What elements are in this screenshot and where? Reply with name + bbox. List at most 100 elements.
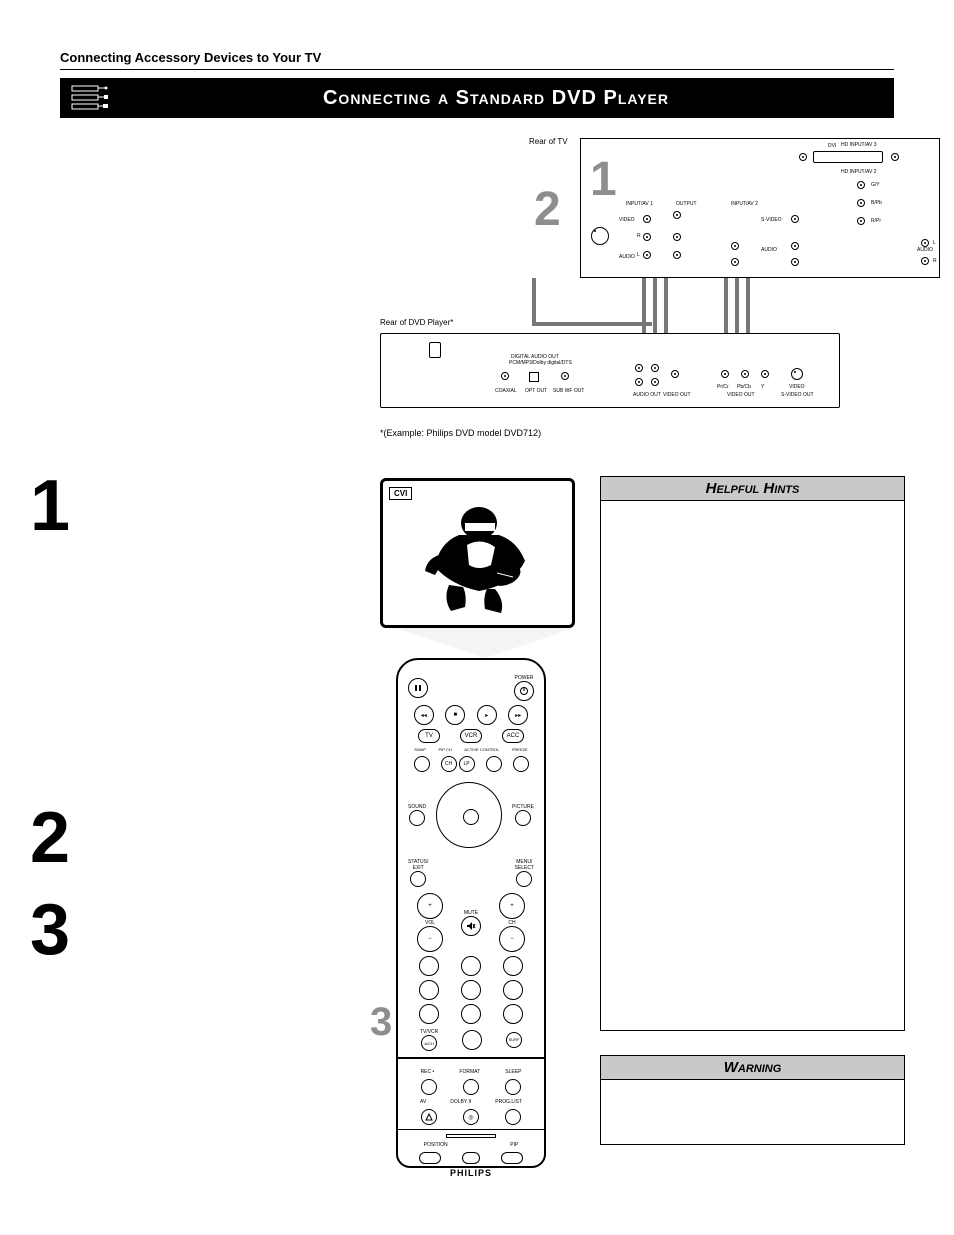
dvd-prcr bbox=[721, 370, 729, 378]
digit-9[interactable] bbox=[503, 1004, 523, 1024]
dolby-label: DOLBY II bbox=[450, 1099, 471, 1105]
dvd-aud-l1 bbox=[635, 364, 643, 372]
step-2-num: 2 bbox=[30, 802, 110, 874]
av1-out-r-jack bbox=[673, 233, 681, 241]
freeze-button[interactable] bbox=[513, 756, 529, 772]
av1-video-jack bbox=[643, 215, 651, 223]
dpad[interactable] bbox=[436, 782, 502, 848]
ch-up-button[interactable]: + bbox=[499, 893, 525, 919]
warning-header: Warning bbox=[601, 1056, 904, 1080]
power-button[interactable] bbox=[514, 681, 534, 701]
diagram-callout-1: 1 bbox=[590, 156, 617, 204]
position-button[interactable] bbox=[419, 1152, 441, 1164]
dvd-pbcb bbox=[741, 370, 749, 378]
dvi-jack-left bbox=[799, 153, 807, 161]
stop-button[interactable]: ■ bbox=[445, 705, 465, 725]
format-button[interactable] bbox=[463, 1079, 479, 1095]
av1-out-video-jack bbox=[673, 211, 681, 219]
av1-audio-r-jack bbox=[643, 233, 651, 241]
rec-button[interactable] bbox=[421, 1079, 437, 1095]
proglist-button[interactable] bbox=[505, 1109, 521, 1125]
av1-l: L bbox=[637, 252, 640, 258]
play-button[interactable]: ▸ bbox=[477, 705, 497, 725]
av2-v-jack bbox=[731, 258, 739, 266]
active-ctrl-button[interactable] bbox=[486, 756, 502, 772]
status-label: STATUS/ EXIT bbox=[408, 859, 428, 871]
connection-diagram: Rear of TV HD INPUT/AV 3 DVI HD INPUT/AV… bbox=[380, 138, 940, 468]
av1-out-l-jack bbox=[673, 251, 681, 259]
av2-l-jack bbox=[791, 258, 799, 266]
proglist-label: PROG.LIST bbox=[495, 1099, 522, 1105]
digit-6[interactable] bbox=[503, 980, 523, 1000]
aud-r: R bbox=[933, 258, 937, 264]
section-title: Connecting Accessory Devices to Your TV bbox=[60, 50, 321, 65]
sound-button[interactable] bbox=[409, 810, 425, 826]
dvd-vidout2: VIDEO OUT bbox=[727, 392, 755, 398]
dvd-aud-lbl: AUDIO OUT bbox=[633, 392, 661, 398]
dvd-aud-l2 bbox=[635, 378, 643, 386]
av2-u-jack bbox=[791, 242, 799, 250]
remote-control: POWER ◂◂ ■ ▸ ▸▸ TV VCR ACC SWAP PIP CH A… bbox=[396, 658, 546, 1168]
av1-video-label: VIDEO bbox=[619, 217, 635, 223]
digit-7[interactable] bbox=[419, 1004, 439, 1024]
subwf-lbl: SUB WF OUT bbox=[553, 388, 584, 394]
title-bar: Connecting a Standard DVD Player bbox=[60, 78, 894, 118]
remote-callout-3: 3 bbox=[370, 1000, 392, 1045]
picture-button[interactable] bbox=[515, 810, 531, 826]
vol-down-button[interactable]: − bbox=[417, 926, 443, 952]
surf-button[interactable]: SURF bbox=[506, 1032, 522, 1048]
pause-button[interactable] bbox=[408, 678, 428, 698]
dvi-label: DVI bbox=[828, 143, 836, 149]
tv-mode-button[interactable]: TV bbox=[418, 729, 440, 743]
svideo-jack bbox=[791, 215, 799, 223]
aud-l: L bbox=[933, 240, 936, 246]
digit-1[interactable] bbox=[419, 956, 439, 976]
dvd-panel-label: Rear of DVD Player* bbox=[380, 318, 453, 327]
freeze-label: FREEZE bbox=[512, 747, 528, 752]
dolby-button[interactable]: ◎ bbox=[463, 1109, 479, 1125]
swap-button[interactable] bbox=[414, 756, 430, 772]
rewind-button[interactable]: ◂◂ bbox=[414, 705, 434, 725]
digit-3[interactable] bbox=[503, 956, 523, 976]
digit-2[interactable] bbox=[461, 956, 481, 976]
tvvcr-button[interactable]: A/CH bbox=[421, 1035, 437, 1051]
pip-ch-button[interactable]: CH bbox=[441, 756, 457, 772]
hd-av2-label: HD INPUT/AV 2 bbox=[841, 169, 876, 175]
subwf-jack bbox=[561, 372, 569, 380]
bpb-label: B/Pb bbox=[871, 200, 882, 206]
center-button[interactable] bbox=[462, 1152, 480, 1164]
vcr-mode-button[interactable]: VCR bbox=[460, 729, 482, 743]
av-button[interactable] bbox=[421, 1109, 437, 1125]
pip-lp-button[interactable]: LP bbox=[459, 756, 475, 772]
status-button[interactable] bbox=[410, 871, 426, 887]
football-player-icon bbox=[409, 495, 559, 615]
digit-8[interactable] bbox=[461, 1004, 481, 1024]
pip-button[interactable] bbox=[501, 1152, 523, 1164]
sleep-button[interactable] bbox=[505, 1079, 521, 1095]
menu-button[interactable] bbox=[516, 871, 532, 887]
dvi-port bbox=[813, 151, 883, 163]
tv-panel-label: Rear of TV bbox=[529, 137, 568, 146]
av1-audio-label: AUDIO bbox=[619, 254, 635, 260]
digit-0[interactable] bbox=[462, 1030, 482, 1050]
picture-label: PICTURE bbox=[512, 804, 534, 810]
ant-jack bbox=[591, 227, 609, 245]
sound-label: SOUND bbox=[408, 804, 426, 810]
ch-down-button[interactable]: − bbox=[499, 926, 525, 952]
coax-jack bbox=[501, 372, 509, 380]
digit-5[interactable] bbox=[461, 980, 481, 1000]
ffwd-button[interactable]: ▸▸ bbox=[508, 705, 528, 725]
sleep-label: SLEEP bbox=[505, 1069, 521, 1075]
step-3-num: 3 bbox=[30, 894, 110, 966]
digit-4[interactable] bbox=[419, 980, 439, 1000]
tv-connections-icon bbox=[70, 84, 108, 112]
bpb-jack bbox=[857, 199, 865, 207]
vol-up-button[interactable]: + bbox=[417, 893, 443, 919]
acc-mode-button[interactable]: ACC bbox=[502, 729, 524, 743]
av2-y-jack bbox=[731, 242, 739, 250]
av1-label: INPUT/AV 1 bbox=[626, 201, 653, 207]
swap-label: SWAP bbox=[414, 747, 426, 752]
gy-jack bbox=[857, 181, 865, 189]
mute-button[interactable] bbox=[461, 916, 481, 936]
aud-label: AUDIO bbox=[917, 247, 933, 253]
